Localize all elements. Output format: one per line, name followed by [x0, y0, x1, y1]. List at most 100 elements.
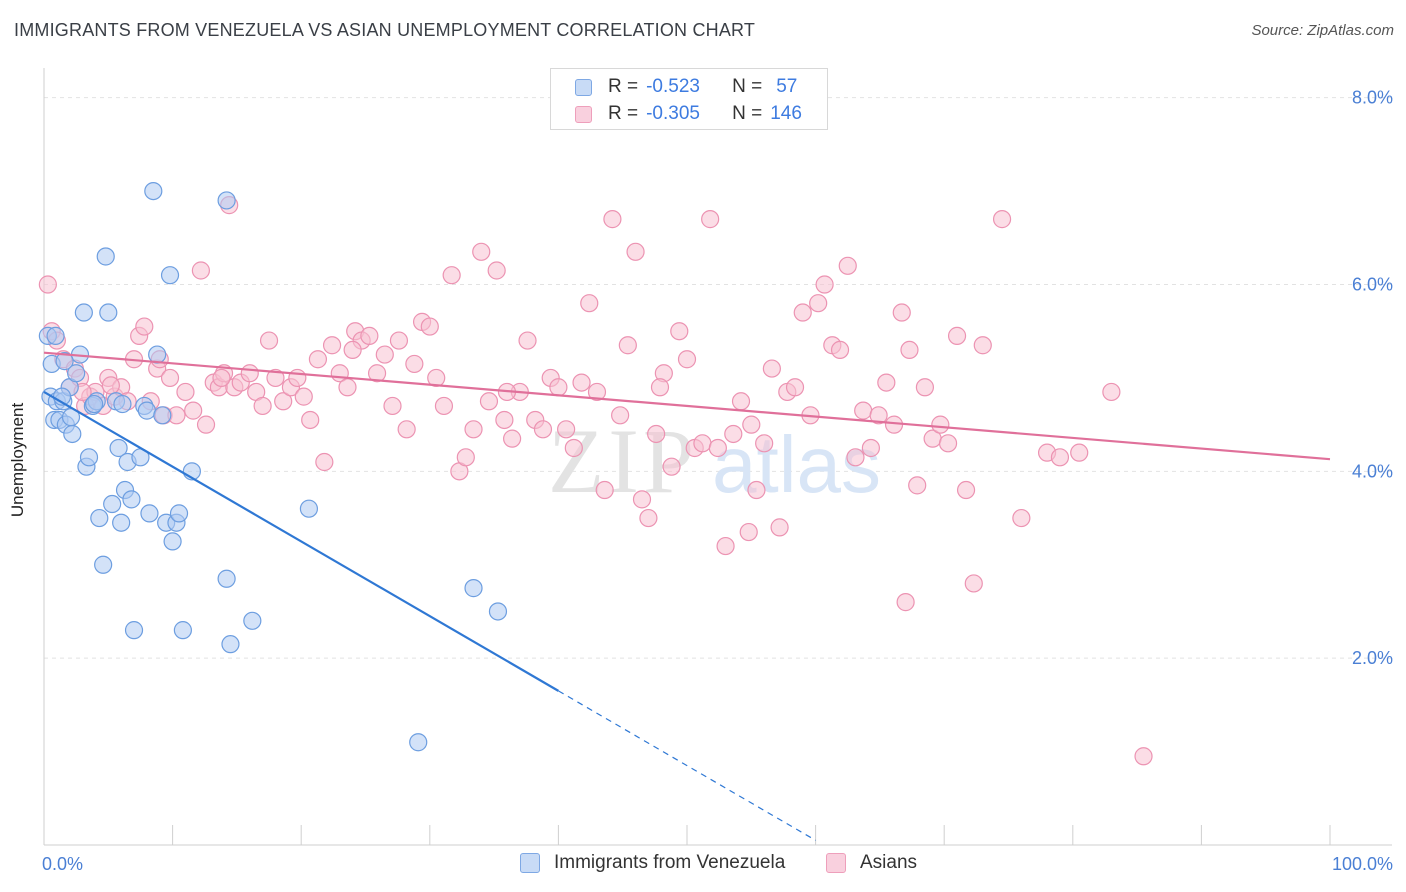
data-point	[785, 378, 805, 397]
data-point	[173, 621, 192, 640]
data-point	[846, 448, 865, 467]
data-point	[38, 275, 57, 294]
legend-row-venezuela: R = -0.523 N = 57	[575, 75, 797, 99]
data-point	[838, 256, 857, 275]
data-point	[487, 261, 506, 280]
data-point	[915, 378, 935, 397]
data-point	[253, 396, 272, 416]
data-point	[580, 294, 599, 313]
data-point	[434, 396, 454, 416]
data-point	[869, 406, 888, 425]
data-point	[184, 401, 203, 420]
data-point	[46, 326, 65, 345]
data-point	[160, 266, 180, 285]
grid-lines	[44, 97, 1392, 659]
data-point	[670, 322, 689, 341]
data-point	[259, 331, 279, 350]
data-point	[931, 415, 950, 434]
data-point	[144, 181, 163, 201]
data-point	[1050, 448, 1070, 467]
data-point	[892, 303, 911, 322]
y-tick-label: 6.0%	[1352, 275, 1393, 295]
r-value: -0.523	[646, 76, 700, 97]
data-point	[101, 376, 120, 395]
data-point	[427, 368, 446, 388]
data-point	[793, 303, 812, 322]
legend-swatch-asians	[575, 105, 592, 123]
data-point	[96, 247, 115, 266]
data-point	[938, 434, 958, 453]
y-tick-label: 4.0%	[1352, 461, 1393, 481]
data-point	[549, 378, 568, 397]
data-point	[196, 415, 216, 434]
data-point	[338, 378, 357, 397]
data-point	[63, 424, 82, 444]
data-point	[299, 499, 319, 518]
data-point	[488, 602, 508, 621]
legend-swatch-venezuela	[575, 78, 592, 96]
data-point	[964, 574, 983, 593]
data-point	[456, 448, 475, 467]
chart-title: IMMIGRANTS FROM VENEZUELA VS ASIAN UNEMP…	[14, 20, 756, 40]
data-point	[830, 340, 850, 360]
data-point	[288, 368, 307, 388]
data-point	[877, 373, 896, 392]
data-point	[343, 340, 362, 360]
data-point	[74, 303, 93, 322]
data-point	[992, 210, 1012, 229]
data-point	[113, 394, 132, 414]
data-point	[191, 261, 210, 280]
data-point	[626, 242, 645, 261]
y-tick-label: 2.0%	[1352, 648, 1393, 668]
data-point	[217, 191, 236, 210]
data-point	[762, 359, 781, 378]
data-point	[240, 364, 259, 383]
data-point	[731, 392, 751, 411]
legend-row-asians: R = -0.305 N = 146	[575, 102, 802, 126]
data-point	[742, 415, 761, 434]
data-point	[405, 354, 424, 374]
chart-source: Source: ZipAtlas.com	[1251, 22, 1394, 39]
data-point	[160, 368, 180, 388]
data-point	[755, 434, 774, 453]
series-venezuela-points	[38, 181, 508, 752]
data-point	[747, 480, 766, 500]
data-point	[677, 350, 697, 369]
data-point	[1070, 443, 1089, 462]
data-point	[315, 452, 334, 472]
data-point	[503, 429, 522, 448]
legend-swatch-venezuela	[520, 853, 540, 873]
x-tick-label: 100.0%	[1332, 854, 1393, 874]
data-point	[854, 401, 873, 420]
data-point	[383, 396, 402, 416]
data-point	[442, 266, 461, 285]
data-point	[109, 438, 128, 458]
data-point	[595, 480, 614, 500]
legend-label-asians: Asians	[860, 852, 918, 873]
data-point	[420, 317, 439, 336]
data-point	[163, 532, 182, 551]
trend-line-venezuela-extension	[558, 690, 816, 841]
data-point	[716, 536, 735, 556]
data-point	[639, 508, 658, 528]
data-point	[587, 382, 607, 402]
data-point	[266, 368, 285, 388]
data-point	[360, 326, 379, 345]
data-point	[1134, 747, 1153, 766]
data-point	[973, 336, 992, 355]
data-point	[564, 438, 583, 458]
data-point	[112, 513, 131, 532]
data-point	[301, 410, 320, 430]
data-point	[739, 522, 758, 542]
data-point	[274, 392, 293, 411]
data-point	[124, 621, 144, 640]
data-point	[99, 303, 118, 322]
data-point	[322, 336, 342, 355]
r-label: R =	[608, 76, 639, 97]
data-point	[724, 424, 743, 444]
data-point	[137, 401, 156, 420]
watermark: ZIP atlas	[548, 410, 881, 512]
n-value: 146	[770, 103, 802, 124]
data-point	[650, 378, 670, 397]
